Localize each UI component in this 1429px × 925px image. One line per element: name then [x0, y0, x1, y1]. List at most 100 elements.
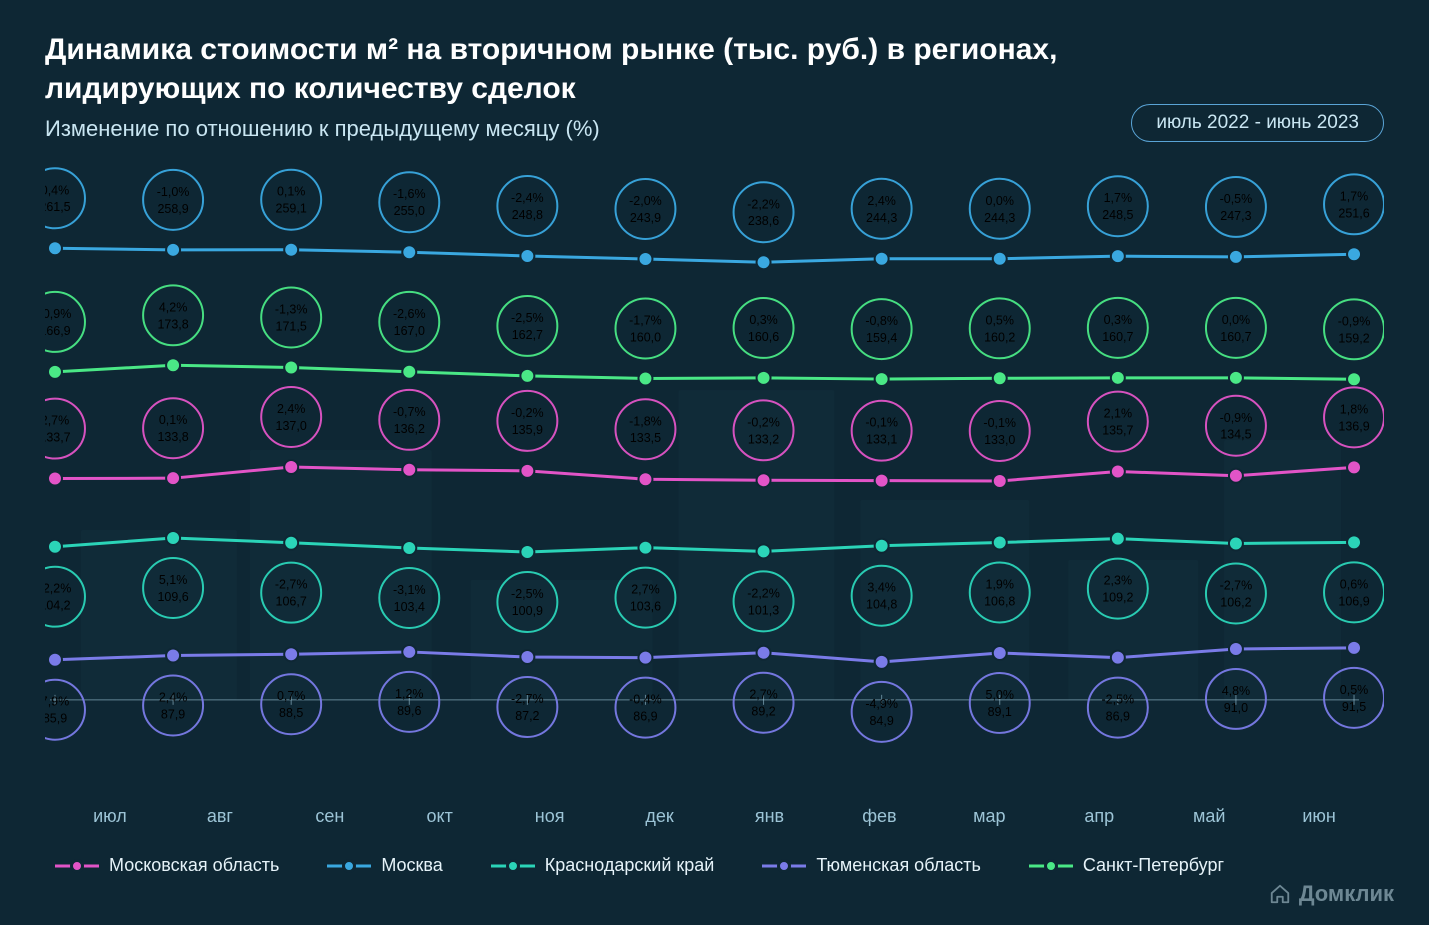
svg-text:89,6: 89,6 — [397, 704, 421, 718]
svg-text:104,8: 104,8 — [866, 598, 897, 612]
svg-text:-2,5%: -2,5% — [511, 587, 544, 601]
svg-text:0,1%: 0,1% — [277, 185, 305, 199]
svg-text:160,7: 160,7 — [1220, 330, 1251, 344]
svg-text:-2,7%: -2,7% — [511, 692, 544, 706]
svg-text:0,5%: 0,5% — [986, 313, 1014, 327]
svg-text:-0,1%: -0,1% — [865, 416, 898, 430]
svg-text:1,7%: 1,7% — [1104, 191, 1132, 205]
svg-text:-1,0%: -1,0% — [157, 185, 190, 199]
svg-text:85,9: 85,9 — [45, 712, 67, 726]
svg-text:160,0: 160,0 — [630, 331, 661, 345]
legend-marker — [55, 860, 99, 872]
svg-text:-1,7%: -1,7% — [629, 314, 662, 328]
svg-text:-2,7%: -2,7% — [275, 578, 308, 592]
svg-text:0,6%: 0,6% — [1340, 577, 1368, 591]
svg-text:87,2: 87,2 — [515, 709, 539, 723]
legend-label: Краснодарский край — [545, 855, 715, 876]
svg-text:-0,9%: -0,9% — [45, 307, 71, 321]
x-tick-label: авг — [165, 806, 275, 827]
svg-text:84,9: 84,9 — [869, 714, 893, 728]
svg-text:244,3: 244,3 — [866, 211, 897, 225]
svg-text:247,3: 247,3 — [1220, 209, 1251, 223]
svg-text:0,0%: 0,0% — [1222, 313, 1250, 327]
svg-text:87,9: 87,9 — [161, 707, 185, 721]
x-tick-label: май — [1154, 806, 1264, 827]
svg-text:0,1%: 0,1% — [159, 413, 187, 427]
svg-text:-2,0%: -2,0% — [629, 194, 662, 208]
legend-marker — [762, 860, 806, 872]
svg-text:0,4%: 0,4% — [45, 183, 69, 197]
legend-label: Санкт-Петербург — [1083, 855, 1224, 876]
svg-text:-2,7%: -2,7% — [1220, 578, 1253, 592]
svg-text:159,2: 159,2 — [1338, 331, 1369, 345]
svg-text:137,0: 137,0 — [276, 419, 307, 433]
svg-text:106,7: 106,7 — [276, 595, 307, 609]
chart-container: Динамика стоимости м² на вторичном рынке… — [0, 0, 1429, 925]
x-tick-label: окт — [385, 806, 495, 827]
x-tick-label: июн — [1264, 806, 1374, 827]
svg-text:-0,9%: -0,9% — [1338, 314, 1371, 328]
legend-marker — [327, 860, 371, 872]
svg-text:-0,1%: -0,1% — [983, 416, 1016, 430]
svg-text:258,9: 258,9 — [157, 202, 188, 216]
x-tick-label: сен — [275, 806, 385, 827]
svg-text:5,0%: 5,0% — [986, 688, 1014, 702]
chart-plot-area: 0,4%261,5-1,0%258,90,1%259,1-1,6%255,0-2… — [45, 160, 1384, 800]
svg-text:101,3: 101,3 — [748, 603, 779, 617]
svg-text:89,1: 89,1 — [988, 705, 1012, 719]
svg-text:-0,2%: -0,2% — [511, 406, 544, 420]
svg-text:243,9: 243,9 — [630, 211, 661, 225]
svg-text:133,8: 133,8 — [157, 430, 188, 444]
x-tick-label: фев — [824, 806, 934, 827]
svg-text:166,9: 166,9 — [45, 324, 71, 338]
svg-text:2,4%: 2,4% — [867, 194, 895, 208]
svg-text:-2,2%: -2,2% — [45, 582, 71, 596]
legend-label: Тюменская область — [816, 855, 981, 876]
svg-text:-0,9%: -0,9% — [1220, 411, 1253, 425]
svg-text:106,8: 106,8 — [984, 594, 1015, 608]
x-axis-labels: июлавгсеноктноядекянвфевмарапрмайиюн — [45, 806, 1384, 827]
svg-text:86,9: 86,9 — [1106, 710, 1130, 724]
svg-text:91,0: 91,0 — [1224, 701, 1248, 715]
svg-text:0,0%: 0,0% — [986, 194, 1014, 208]
svg-text:2,7%: 2,7% — [45, 414, 69, 428]
svg-text:3,4%: 3,4% — [867, 581, 895, 595]
legend-item: Санкт-Петербург — [1029, 855, 1224, 876]
svg-text:4,8%: 4,8% — [1222, 684, 1250, 698]
legend-item: Московская область — [55, 855, 279, 876]
svg-text:2,7%: 2,7% — [631, 583, 659, 597]
svg-text:133,2: 133,2 — [748, 432, 779, 446]
svg-text:106,9: 106,9 — [1338, 594, 1369, 608]
svg-text:-2,2%: -2,2% — [747, 586, 780, 600]
legend-item: Москва — [327, 855, 442, 876]
svg-text:106,2: 106,2 — [1220, 595, 1251, 609]
svg-text:255,0: 255,0 — [394, 204, 425, 218]
svg-text:-0,8%: -0,8% — [865, 314, 898, 328]
svg-text:-0,7%: -0,7% — [393, 405, 426, 419]
date-range-badge: июль 2022 - июнь 2023 — [1131, 104, 1384, 142]
svg-text:134,5: 134,5 — [1220, 428, 1251, 442]
svg-text:238,6: 238,6 — [748, 214, 779, 228]
svg-text:160,7: 160,7 — [1102, 330, 1133, 344]
svg-text:259,1: 259,1 — [276, 202, 307, 216]
chart-svg: 0,4%261,5-1,0%258,90,1%259,1-1,6%255,0-2… — [45, 160, 1384, 800]
x-tick-label: ноя — [495, 806, 605, 827]
header: Динамика стоимости м² на вторичном рынке… — [45, 30, 1384, 142]
svg-text:248,8: 248,8 — [512, 208, 543, 222]
svg-text:88,5: 88,5 — [279, 706, 303, 720]
svg-text:2,4%: 2,4% — [159, 691, 187, 705]
svg-text:-2,6%: -2,6% — [393, 307, 426, 321]
svg-text:89,2: 89,2 — [751, 705, 775, 719]
brand-logo: Домклик — [1269, 881, 1394, 907]
svg-text:2,4%: 2,4% — [277, 402, 305, 416]
svg-text:-4,9%: -4,9% — [865, 697, 898, 711]
svg-text:-1,8%: -1,8% — [629, 414, 662, 428]
svg-text:-0,5%: -0,5% — [1220, 192, 1253, 206]
svg-text:109,6: 109,6 — [157, 590, 188, 604]
svg-text:1,7%: 1,7% — [1340, 189, 1368, 203]
svg-text:-0,4%: -0,4% — [629, 693, 662, 707]
svg-text:-2,5%: -2,5% — [1102, 693, 1135, 707]
legend-item: Краснодарский край — [491, 855, 715, 876]
svg-text:160,6: 160,6 — [748, 330, 779, 344]
svg-text:159,4: 159,4 — [866, 331, 897, 345]
